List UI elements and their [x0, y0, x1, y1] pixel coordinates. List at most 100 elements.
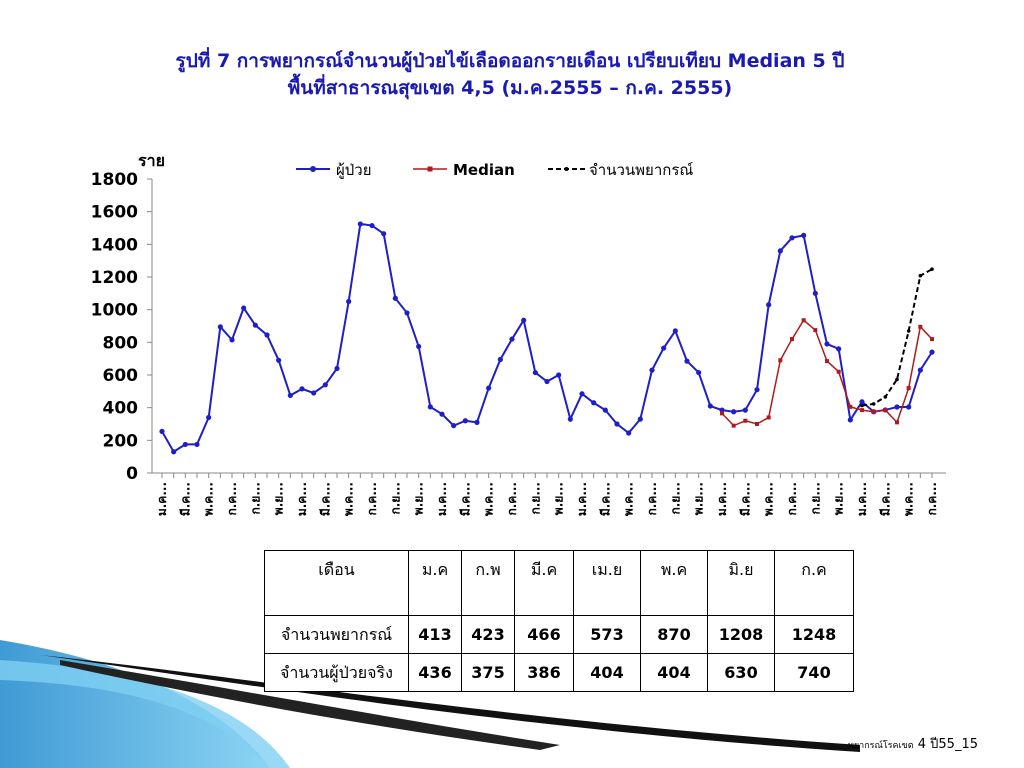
- x-tick-label: พ.ค...: [342, 482, 356, 516]
- table-header-cell: ก.พ: [461, 550, 515, 616]
- data-point: [521, 317, 527, 323]
- forecast-table: เดือน ม.ค ก.พ มี.ค เม.ย พ.ค มิ.ย ก.ค จำน…: [264, 550, 854, 692]
- data-point: [427, 404, 433, 410]
- x-tick-label: ก.ค...: [505, 482, 519, 516]
- table-row-label: จำนวนพยากรณ์: [264, 615, 409, 654]
- data-point: [860, 403, 864, 408]
- data-point: [813, 328, 818, 333]
- y-tick-label: 1800: [91, 170, 138, 190]
- legend-label: Median: [453, 161, 515, 179]
- data-point: [614, 421, 620, 427]
- data-point: [404, 310, 410, 316]
- x-tick-label: ม.ค...: [295, 482, 309, 516]
- data-point: [311, 390, 317, 396]
- data-point: [241, 305, 247, 311]
- data-point: [929, 349, 935, 355]
- data-point: [894, 404, 900, 410]
- y-tick-label: 600: [103, 366, 139, 386]
- data-point: [346, 298, 352, 305]
- y-axis-unit: ราย: [138, 151, 165, 170]
- data-point: [848, 404, 853, 409]
- data-point: [602, 407, 608, 413]
- data-point: [684, 358, 690, 364]
- data-point: [264, 332, 270, 338]
- data-point: [777, 248, 783, 254]
- data-point: [871, 409, 876, 414]
- data-point: [754, 387, 760, 393]
- x-tick-label: พ.ค...: [762, 482, 776, 516]
- table-header-month: เดือน: [264, 550, 409, 616]
- data-point: [649, 367, 655, 373]
- data-point: [930, 337, 934, 342]
- footer-suffix: 4 ปี55_15: [917, 737, 978, 752]
- x-tick-label: มี.ค...: [178, 482, 192, 516]
- legend-label: จำนวนพยากรณ์: [589, 161, 693, 179]
- data-point: [895, 377, 899, 382]
- data-point: [836, 346, 842, 352]
- chart-title-line2: พื้นที่สาธารณสุขเขต 4,5 (ม.ค.2555 – ก.ค.…: [287, 77, 733, 99]
- data-point: [217, 324, 223, 330]
- data-point: [474, 419, 480, 425]
- data-point: [661, 345, 667, 351]
- data-point: [229, 337, 235, 343]
- series-line-2: [861, 268, 933, 407]
- x-tick-label: มี.ค...: [738, 482, 752, 516]
- series-line-0: [161, 222, 933, 454]
- data-point: [720, 411, 724, 416]
- data-point: [276, 357, 282, 363]
- data-point: [287, 392, 293, 399]
- table-cell: 1208: [707, 615, 775, 654]
- data-point: [206, 414, 212, 421]
- x-tick-label: ม.ค...: [575, 482, 589, 516]
- legend-marker: [564, 167, 569, 171]
- data-point: [860, 408, 864, 413]
- x-tick-label: พ.ย...: [272, 482, 286, 515]
- x-tick-label: ม.ค...: [715, 482, 729, 516]
- data-point: [567, 416, 573, 422]
- data-point: [731, 409, 737, 415]
- x-tick-label: ม.ค...: [855, 482, 869, 516]
- y-tick-label: 200: [103, 431, 139, 451]
- data-point: [871, 402, 876, 406]
- table-row-actual: จำนวนผู้ป่วยจริง 436 375 386 404 404 630…: [264, 653, 854, 692]
- table-cell: 375: [461, 653, 515, 692]
- data-point: [194, 441, 200, 448]
- data-point: [626, 430, 632, 436]
- data-point: [801, 232, 807, 238]
- data-point: [836, 369, 841, 374]
- data-point: [497, 356, 503, 363]
- line-chart: 0 200 400 600 800 1000 1200 1400 1600 1800รายม.ค.…: [91, 151, 946, 516]
- table-cell: 436: [408, 653, 462, 692]
- table-header-cell: พ.ค: [640, 550, 708, 616]
- y-tick-label: 1400: [91, 235, 138, 255]
- data-point: [825, 359, 829, 364]
- data-point: [801, 318, 806, 323]
- table-cell: 466: [514, 615, 574, 654]
- x-tick-label: พ.ค...: [482, 482, 496, 516]
- x-tick-label: ก.ย...: [388, 482, 402, 515]
- chart-title: รูปที่ 7 การพยากรณ์จำนวนผู้ป่วยไข้เลือดอ…: [60, 48, 960, 102]
- data-point: [451, 423, 457, 429]
- x-tick-label: พ.ค...: [202, 482, 216, 516]
- table-header-row: เดือน ม.ค ก.พ มี.ค เม.ย พ.ค มิ.ย ก.ค: [264, 550, 854, 616]
- x-tick-label: มี.ค...: [878, 482, 892, 516]
- x-tick-label: ม.ค...: [155, 482, 169, 516]
- data-point: [556, 372, 562, 378]
- data-point: [906, 404, 912, 410]
- table-cell: 404: [573, 653, 641, 692]
- x-tick-label: ม.ค...: [435, 482, 449, 516]
- data-point: [883, 395, 888, 399]
- data-point: [392, 295, 398, 301]
- y-tick-label: 400: [103, 399, 139, 419]
- data-point: [544, 378, 550, 385]
- x-tick-label: ก.ค...: [925, 482, 939, 516]
- data-point: [416, 343, 422, 350]
- x-tick-label: ก.ย...: [248, 482, 262, 515]
- table-row-forecast: จำนวนพยากรณ์ 413 423 466 573 870 1208 12…: [264, 615, 854, 654]
- data-point: [509, 336, 515, 342]
- data-point: [824, 341, 830, 347]
- footer-prefix: พยากรณ์โรคเขต: [847, 741, 914, 751]
- x-tick-label: มี.ค...: [598, 482, 612, 516]
- data-point: [252, 322, 258, 328]
